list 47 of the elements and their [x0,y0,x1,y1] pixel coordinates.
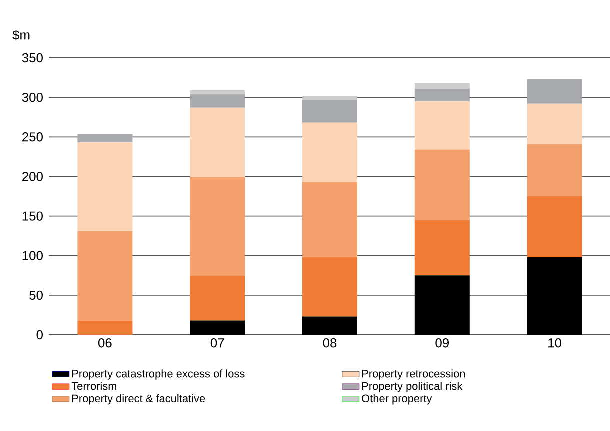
bar [527,144,582,196]
bar [302,316,358,335]
bar [190,320,246,335]
bar [78,231,133,321]
bar [78,134,133,143]
legend-label: Property political risk [362,382,463,392]
bar [302,182,358,258]
y-tick-label: 250 [22,132,43,142]
bar [527,196,582,258]
x-tick-label: 09 [436,338,449,348]
bar [414,276,470,335]
y-tick-label: 300 [22,92,43,102]
y-tick-label: 200 [22,172,43,182]
bar [302,257,358,317]
bar [78,320,133,335]
bar [414,83,470,89]
y-tick-label: 350 [22,53,43,63]
bar [190,94,246,108]
y-tick-label: 50 [30,290,43,300]
y-axis-title: $m [12,30,30,40]
y-tick-label: 0 [36,330,43,340]
bar [190,90,246,94]
bar [414,150,470,220]
y-tick-label: 100 [22,251,43,260]
bar [527,257,582,335]
bar [414,220,470,276]
bar [302,96,358,100]
legend-label: Property catastrophe excess of loss [72,370,245,380]
legend-label: Other property [362,394,432,405]
bar [78,142,133,232]
bar [190,178,246,276]
bar [190,108,246,178]
x-tick-label: 08 [323,338,337,348]
bar [302,122,358,182]
bar [302,100,358,123]
legend-label: Property direct & facultative [72,394,206,405]
bar [190,276,246,321]
legend-label: Terrorism [72,382,117,390]
x-tick-label: 06 [98,338,112,348]
bar [414,102,470,150]
y-tick-label: 150 [22,212,43,221]
x-tick-label: 07 [210,338,224,348]
x-tick-label: 10 [548,338,562,348]
legend-label: Property retrocession [362,370,465,380]
bar [414,88,470,102]
bar [527,79,582,104]
bar [527,104,582,144]
